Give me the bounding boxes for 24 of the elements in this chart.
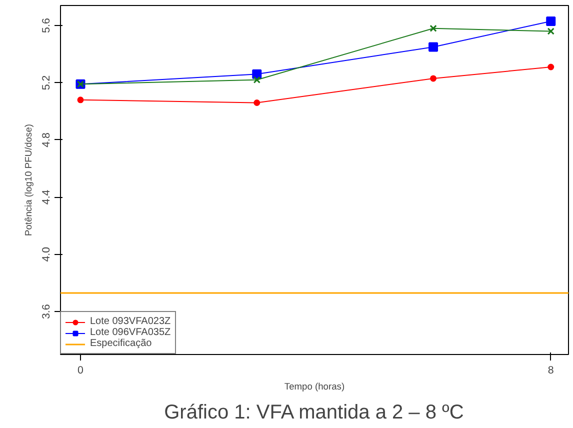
- y-tick-label: 5.6: [40, 18, 52, 33]
- point: [548, 64, 554, 70]
- y-tick-label: 4.0: [40, 246, 52, 262]
- x-tick-label: 0: [78, 364, 84, 376]
- y-tick-label: 5.2: [40, 75, 52, 90]
- point: [428, 42, 438, 52]
- y-tick-label: 4.8: [40, 132, 52, 148]
- point: [430, 75, 437, 82]
- y-tick-label: 4.4: [40, 190, 52, 205]
- text: Gráfico 1: VFA mantida a 2 – 8 ºC: [164, 402, 464, 424]
- point: [547, 28, 554, 35]
- point: [77, 96, 84, 104]
- point: [253, 76, 260, 84]
- point: [546, 16, 556, 26]
- legend-label: Lote 093VFA023Z: [90, 316, 171, 327]
- x-tick-label: 8: [548, 364, 554, 376]
- point: [254, 100, 260, 106]
- y-axis-title: Potência (log10 PFU/dose): [24, 124, 34, 236]
- point: [252, 69, 262, 79]
- point: [430, 24, 437, 32]
- legend-label: Lote 096VFA035Z: [90, 327, 171, 338]
- legend-label: Especificação: [90, 338, 152, 349]
- x-axis-title: Tempo (horas): [284, 382, 345, 392]
- y-tick-label: 3.6: [40, 304, 52, 319]
